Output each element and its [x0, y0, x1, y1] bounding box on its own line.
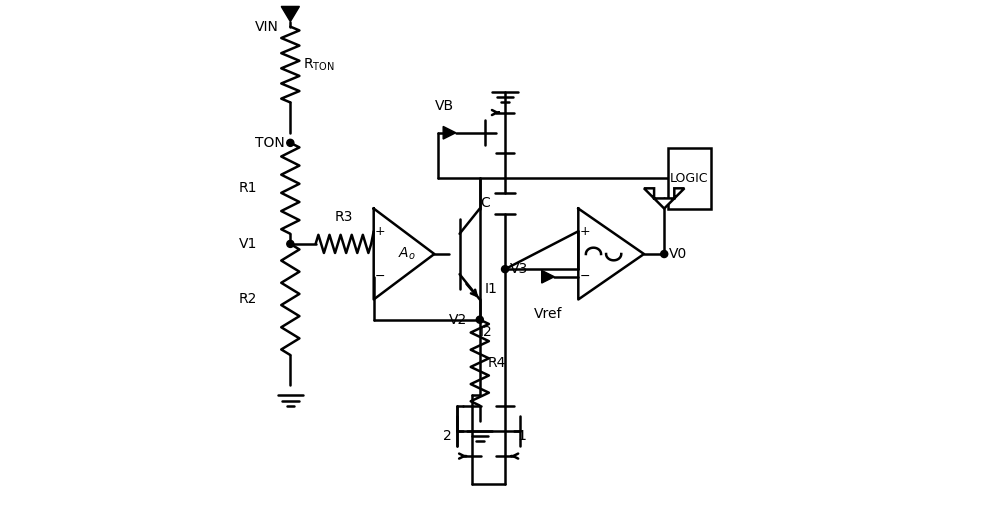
Circle shape [287, 139, 294, 146]
Text: −: − [375, 270, 385, 283]
Bar [668, 148, 711, 208]
Text: V1: V1 [239, 237, 257, 251]
Text: VB: VB [435, 99, 454, 113]
Text: R4: R4 [487, 356, 506, 370]
Text: V2: V2 [449, 313, 467, 327]
Text: $A_o$: $A_o$ [398, 246, 415, 262]
Text: C: C [480, 197, 490, 210]
Polygon shape [542, 270, 554, 283]
Text: 2: 2 [443, 429, 452, 443]
Circle shape [502, 266, 509, 273]
Circle shape [476, 316, 483, 323]
Circle shape [661, 250, 668, 258]
Text: +: + [374, 225, 385, 238]
Polygon shape [443, 126, 456, 139]
Text: LOGIC: LOGIC [670, 172, 709, 185]
Text: Vref: Vref [534, 307, 562, 321]
Polygon shape [281, 7, 299, 22]
Text: I2: I2 [480, 325, 492, 339]
Text: V3: V3 [510, 262, 528, 276]
Text: −: − [580, 270, 590, 283]
Circle shape [287, 240, 294, 247]
Polygon shape [644, 188, 684, 208]
Text: $\mathsf{R_{TON}}$: $\mathsf{R_{TON}}$ [303, 56, 335, 73]
Text: 1: 1 [518, 429, 527, 443]
Text: +: + [580, 225, 590, 238]
Text: I1: I1 [485, 282, 498, 296]
Text: V0: V0 [669, 247, 687, 261]
Text: VIN: VIN [255, 20, 279, 34]
Text: TON: TON [255, 136, 285, 150]
Text: R2: R2 [239, 293, 257, 306]
Text: R3: R3 [334, 210, 353, 224]
Text: R1: R1 [239, 181, 257, 195]
